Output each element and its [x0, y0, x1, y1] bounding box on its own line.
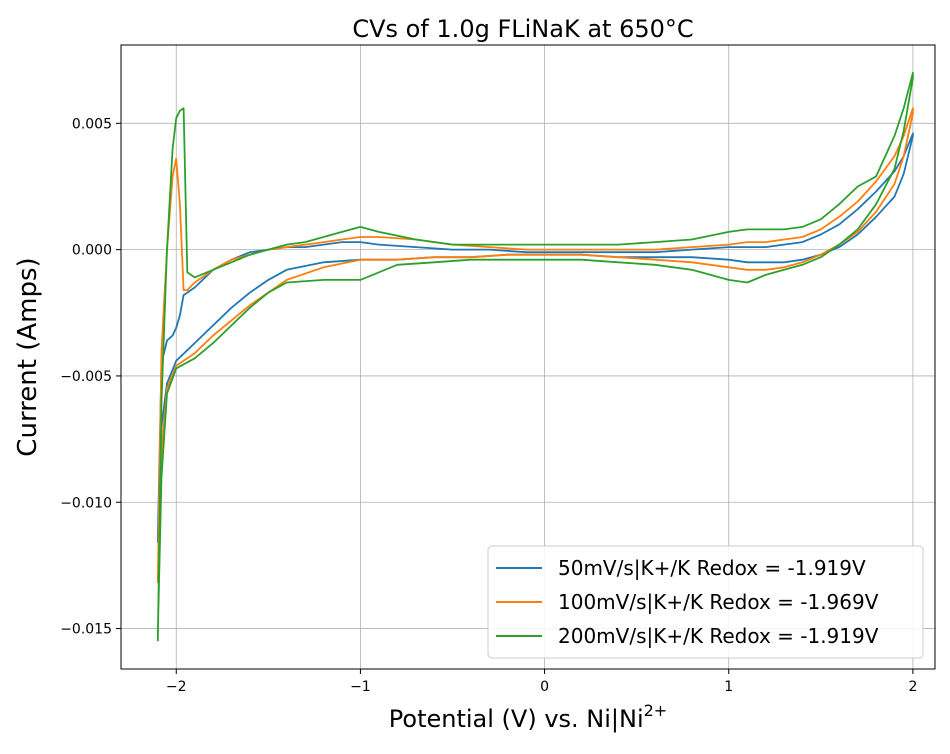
series-line-200mv [156, 71, 914, 642]
y-tick-label: −0.015 [60, 622, 112, 638]
x-tick-label: 2 [908, 679, 917, 695]
x-tick-label: 0 [540, 679, 549, 695]
y-tick-label: −0.005 [60, 369, 112, 385]
series-line-100mv [156, 107, 914, 584]
x-tick-label: −1 [350, 679, 371, 695]
x-tick-label: 1 [724, 679, 733, 695]
legend-label-50mv: 50mV/s|K+/K Redox = -1.919V [558, 556, 866, 580]
legend-box [487, 545, 924, 659]
legend-label-200mv: 200mV/s|K+/K Redox = -1.919V [558, 624, 879, 648]
x-axis-label-superscript: 2+ [644, 701, 668, 720]
series-layer [156, 71, 914, 642]
y-axis-label: Current (Amps) [13, 257, 43, 456]
y-tick-label: 0.000 [72, 243, 112, 259]
y-tick-label: 0.005 [72, 116, 112, 132]
chart-title: CVs of 1.0g FLiNaK at 650°C [352, 15, 693, 43]
series-line-50mv [156, 132, 914, 543]
legend-label-100mv: 100mV/s|K+/K Redox = -1.969V [558, 590, 879, 614]
x-tick-label: −2 [166, 679, 187, 695]
plot-frame [120, 44, 936, 670]
tick-layer: −2 −1 0 1 2 −0.015 −0.010 −0.005 0.000 0.005 [60, 116, 917, 695]
x-axis-label-main: Potential (V) vs. Ni|Ni [389, 705, 644, 733]
x-axis-label: Potential (V) vs. Ni|Ni2+ [389, 701, 667, 733]
legend: 50mV/s|K+/K Redox = -1.919V 100mV/s|K+/K… [487, 545, 924, 659]
y-tick-label: −0.010 [60, 495, 112, 511]
